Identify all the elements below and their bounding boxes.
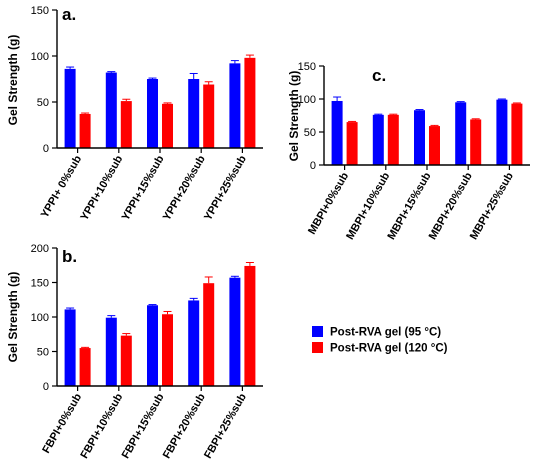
legend-label-95: Post-RVA gel (95 °C)	[330, 327, 441, 339]
y-tick-label: 150	[31, 5, 49, 17]
y-tick-label: 50	[37, 97, 49, 109]
category-label: MBPI+25%sub	[468, 170, 516, 242]
y-tick-label: 200	[31, 243, 49, 255]
y-tick-label: 150	[298, 61, 316, 73]
bar	[387, 114, 399, 165]
y-axis-title: Gel Strength (g)	[6, 272, 20, 363]
legend-swatch-95	[312, 326, 323, 337]
bar	[162, 314, 173, 386]
bar	[188, 79, 200, 148]
panel-label: a.	[62, 5, 76, 24]
y-tick-label: 100	[31, 51, 49, 63]
category-label: MBPI+10%sub	[344, 170, 392, 242]
bar	[64, 309, 76, 386]
category-label: MBPI+20%sub	[427, 170, 475, 242]
category-label: FBPI+25%sub	[202, 391, 249, 459]
bar	[188, 300, 200, 386]
category-label: MBPI+0%sub	[306, 170, 351, 236]
bar	[229, 277, 241, 386]
bar	[105, 72, 117, 148]
category-label: YPPI+15%sub	[120, 153, 167, 223]
category-label: YPPI+10%sub	[78, 153, 125, 223]
bar	[147, 79, 158, 148]
chart-panel-c: 0 50 100 150 MBPI+0%subMBPI+10%subMBPI+15%su…	[287, 61, 530, 242]
bar	[244, 57, 256, 149]
bar	[105, 317, 117, 386]
y-tick-label: 150	[31, 278, 49, 290]
category-label: YPPI+20%sub	[161, 153, 208, 223]
bar	[455, 102, 467, 165]
category-label: FBPI+0%sub	[40, 391, 84, 455]
y-tick-label: 50	[37, 347, 49, 359]
category-label: FBPI+10%sub	[78, 391, 125, 459]
category-label: FBPI+15%sub	[120, 391, 167, 459]
bar	[244, 265, 256, 386]
bar	[64, 68, 76, 148]
y-axis-title: Gel Strength (g)	[6, 35, 20, 126]
bar	[203, 283, 215, 386]
bar	[147, 305, 158, 386]
category-label: FBPI+20%sub	[161, 391, 208, 459]
bar	[120, 335, 132, 386]
y-tick-label: 100	[298, 94, 316, 106]
bar	[372, 114, 384, 165]
legend-swatch-120	[312, 342, 323, 353]
bar	[346, 122, 358, 165]
bar	[203, 84, 215, 148]
category-label: MBPI+15%sub	[385, 170, 433, 242]
y-tick-label: 100	[31, 312, 49, 324]
y-tick-label: 0	[43, 381, 49, 393]
bar	[414, 110, 425, 165]
legend-label-120: Post-RVA gel (120 °C)	[330, 343, 448, 355]
chart-panel-b: 0 50 100 150 200 FBPI+0%subFBPI+10%subFBPI+15…	[6, 243, 263, 459]
category-label: YPPI+25%sub	[202, 153, 249, 223]
y-tick-label: 50	[304, 127, 316, 139]
chart-panel-a: 0 50 100 150 YPPI+ 0%subYPPI+10%subYPPI+15%s…	[6, 5, 263, 223]
bar	[120, 101, 132, 148]
bar	[162, 103, 173, 148]
bar	[79, 113, 91, 148]
bar	[331, 100, 343, 165]
category-label: YPPI+ 0%sub	[39, 153, 85, 220]
bar	[79, 348, 91, 386]
bar	[511, 103, 523, 165]
y-tick-label: 0	[310, 160, 316, 172]
bar	[429, 126, 440, 165]
panel-label: c.	[372, 66, 386, 85]
y-tick-label: 0	[43, 143, 49, 155]
y-axis-title: Gel Strength (g)	[287, 71, 301, 162]
legend: Post-RVA gel (95 °C) Post-RVA gel (120 °…	[312, 326, 448, 355]
panel-label: b.	[62, 247, 77, 266]
bar	[229, 63, 241, 148]
bar	[470, 119, 482, 165]
bar	[496, 99, 508, 165]
